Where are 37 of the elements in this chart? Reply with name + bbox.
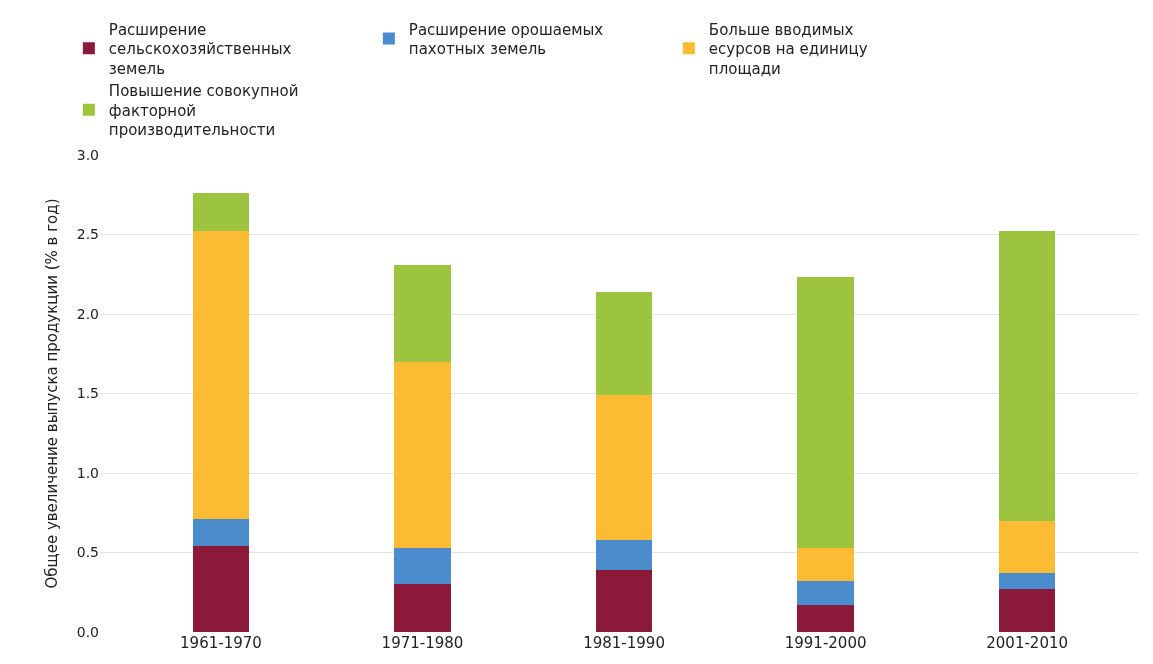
legend-label: Больше вводимых есурсов на единицу площади (708, 20, 868, 78)
bar (998, 520, 1056, 574)
legend-label: Расширение сельскохозяйственных земель (108, 20, 292, 78)
bar (595, 291, 653, 396)
x-tick-label: 2001-2010 (986, 634, 1069, 652)
bar (998, 573, 1056, 590)
bar (595, 395, 653, 540)
y-tick-label: 0.5 (76, 544, 99, 561)
bar (595, 539, 653, 570)
y-tick-label: 2.0 (76, 305, 99, 322)
bar (797, 547, 854, 582)
y-tick-label: 0.0 (76, 623, 99, 640)
y-axis-title: Общее увеличение выпуска продукции (% в год) (42, 198, 61, 589)
bar (998, 231, 1056, 521)
bar (595, 569, 653, 632)
bar (797, 277, 854, 548)
bar (394, 264, 451, 362)
legend-label: Расширение орошаемых пахотных земель (408, 20, 604, 59)
bar (192, 519, 250, 547)
y-tick-label: 2.5 (76, 226, 99, 243)
bar (394, 584, 451, 632)
bar (192, 231, 250, 520)
x-tick-label: 1981-1990 (583, 634, 665, 652)
bar (394, 361, 451, 548)
bar (192, 193, 250, 232)
y-tick-label: 1.5 (76, 385, 99, 402)
legend-label: Повышение совокупной факторной производительности (108, 82, 299, 140)
x-tick-label: 1961-1970 (180, 634, 262, 652)
bar (192, 546, 250, 632)
bar (998, 589, 1056, 632)
y-tick-label: 1.0 (76, 464, 99, 481)
x-tick-label: 1971-1980 (381, 634, 464, 652)
bar (797, 581, 854, 605)
x-tick-label: 1991-2000 (784, 634, 867, 652)
y-tick-label: 3.0 (76, 146, 99, 163)
bar (394, 547, 451, 585)
bar (797, 604, 854, 632)
